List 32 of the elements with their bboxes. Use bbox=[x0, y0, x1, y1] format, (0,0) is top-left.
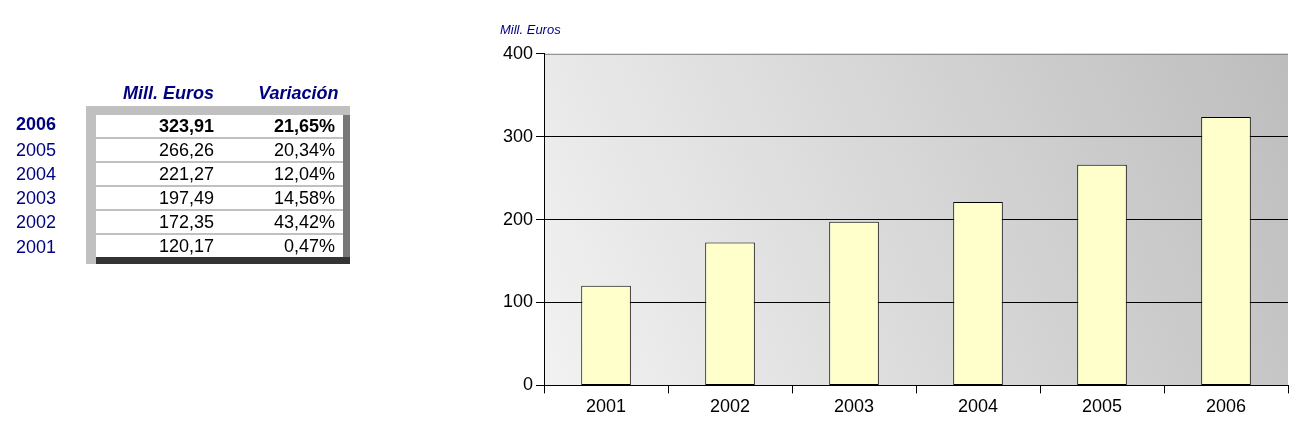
category-label: 2004 bbox=[16, 163, 57, 184]
x-tick-label: 2003 bbox=[834, 396, 875, 417]
text: 172,35 bbox=[91, 210, 222, 234]
y-tick-label: 400 bbox=[502, 42, 534, 63]
x-tick-label: 2002 bbox=[710, 396, 751, 417]
text: 197,49 bbox=[91, 186, 222, 210]
y-axis-title: Mill. Euros bbox=[500, 22, 561, 37]
text: 21,65% bbox=[222, 110, 347, 138]
text: Mill. Euros bbox=[122, 82, 214, 103]
category-label: 2005 bbox=[16, 139, 57, 160]
text: 20,34% bbox=[222, 138, 347, 162]
y-tick-label: 0 bbox=[523, 374, 534, 395]
text: 120,17 bbox=[91, 234, 222, 261]
category-label: 2001 bbox=[16, 236, 57, 257]
text: 12,04% bbox=[222, 162, 347, 186]
text: 14,58% bbox=[222, 186, 347, 210]
y-tick-label: 100 bbox=[502, 291, 534, 312]
text: 43,42% bbox=[222, 210, 347, 234]
text: 0,47% bbox=[222, 234, 347, 261]
text: 323,91 bbox=[91, 110, 222, 138]
category-label: 2003 bbox=[16, 187, 57, 208]
text: Variación bbox=[257, 81, 340, 105]
y-tick-label: 300 bbox=[502, 125, 534, 146]
y-tick-label: 200 bbox=[502, 208, 534, 229]
text: 221,27 bbox=[91, 162, 222, 186]
category-label: 2002 bbox=[16, 211, 57, 232]
category-label: 2006 bbox=[16, 113, 57, 134]
text: 266,26 bbox=[91, 138, 222, 162]
x-tick-label: 2001 bbox=[586, 396, 627, 417]
x-tick-label: 2006 bbox=[1205, 396, 1247, 417]
x-tick-label: 2004 bbox=[957, 396, 999, 417]
x-tick-label: 2005 bbox=[1081, 396, 1123, 417]
